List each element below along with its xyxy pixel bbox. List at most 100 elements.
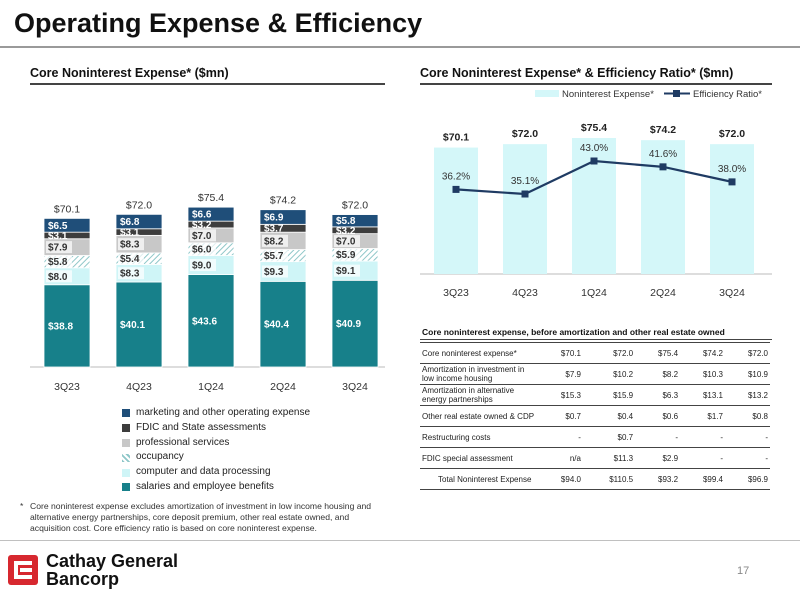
table-row: Core noninterest expense* $70.1 $72.0 $75.4… bbox=[420, 342, 770, 364]
data-label: $5.4 bbox=[120, 254, 140, 265]
expense-bar bbox=[434, 147, 478, 274]
legend-swatch bbox=[122, 438, 130, 447]
table-cell: $10.2 bbox=[582, 363, 636, 385]
left-chart-legend: marketing and other operating expense FDI… bbox=[122, 406, 310, 495]
x-tick-label: 3Q24 bbox=[719, 287, 745, 299]
data-label: $6.5 bbox=[48, 221, 68, 232]
x-tick-label: 3Q23 bbox=[54, 381, 80, 393]
legend-label: occupancy bbox=[136, 451, 184, 463]
table-cell: $99.4 bbox=[680, 468, 725, 490]
bar-segment bbox=[259, 280, 307, 368]
x-tick-label: 4Q23 bbox=[512, 287, 538, 299]
expense-reconciliation-table: Core noninterest expense* $70.1 $72.0 $75.4… bbox=[420, 342, 770, 490]
efficiency-point bbox=[728, 178, 736, 186]
bar-value-label: $72.0 bbox=[719, 128, 745, 140]
right-chart-title-rule bbox=[420, 83, 772, 85]
data-label: $8.0 bbox=[48, 272, 68, 283]
left-chart-title: Core Noninterest Expense* ($mn) bbox=[30, 66, 229, 80]
logo-line-2: Bancorp bbox=[46, 569, 120, 589]
company-logo: Cathay General Bancorp bbox=[8, 552, 178, 588]
legend-label-bars: Noninterest Expense* bbox=[562, 89, 654, 100]
table-cell: $0.6 bbox=[635, 405, 681, 427]
legend-entry: FDIC and State assessments bbox=[122, 421, 310, 436]
data-label: $5.8 bbox=[48, 257, 68, 268]
legend-label-line: Efficiency Ratio* bbox=[693, 89, 762, 100]
legend-label: professional services bbox=[136, 436, 230, 448]
title-divider bbox=[0, 46, 800, 48]
page-number: 17 bbox=[737, 565, 750, 577]
cathay-logo-icon bbox=[8, 555, 38, 585]
legend-entry: occupancy bbox=[122, 450, 310, 465]
efficiency-label: 43.0% bbox=[580, 143, 608, 154]
data-label: $5.9 bbox=[336, 250, 356, 261]
bar-segment bbox=[331, 214, 379, 228]
legend-swatch bbox=[122, 409, 130, 418]
legend-entry: marketing and other operating expense bbox=[122, 406, 310, 421]
efficiency-point bbox=[590, 157, 598, 165]
table-row-label: Amortization in alternative energy partn… bbox=[420, 384, 538, 406]
efficiency-label: 38.0% bbox=[718, 164, 746, 175]
legend-entry: computer and data processing bbox=[122, 465, 310, 480]
x-tick-label: 1Q24 bbox=[581, 287, 607, 299]
table-cell: $15.9 bbox=[582, 384, 636, 406]
x-tick-label: 1Q24 bbox=[198, 381, 224, 393]
table-cell: $11.3 bbox=[582, 447, 636, 469]
table-cell: - bbox=[725, 426, 770, 448]
table-title-rule bbox=[420, 339, 772, 340]
efficiency-label: 35.1% bbox=[511, 176, 539, 187]
legend-swatch bbox=[122, 453, 130, 462]
data-label: $3.2 bbox=[336, 226, 356, 237]
x-tick-label: 4Q23 bbox=[126, 381, 152, 393]
data-label: $3.1 bbox=[120, 228, 140, 239]
data-label: $9.0 bbox=[192, 261, 212, 272]
slide-title: Operating Expense & Efficiency bbox=[14, 8, 423, 38]
total-label: $70.1 bbox=[54, 203, 80, 215]
table-cell: $72.0 bbox=[582, 342, 636, 364]
logo-line-1: Cathay General bbox=[46, 551, 179, 571]
data-label-bg bbox=[118, 267, 144, 280]
data-label: $7.9 bbox=[48, 243, 68, 254]
data-label: $40.1 bbox=[120, 320, 145, 331]
table-row-label: Amortization in investment in low income… bbox=[420, 363, 538, 385]
data-label: $3.1 bbox=[48, 231, 68, 242]
legend-swatch bbox=[122, 468, 130, 477]
footnote-text: Core noninterest expense excludes amorti… bbox=[30, 501, 372, 533]
bar-segment bbox=[115, 213, 163, 230]
data-label-bg bbox=[262, 234, 288, 247]
efficiency-point bbox=[452, 185, 460, 193]
efficiency-point bbox=[659, 163, 667, 171]
data-label: $3.7 bbox=[264, 224, 284, 235]
table-cell: $75.4 bbox=[635, 342, 681, 364]
data-label: $40.4 bbox=[264, 320, 289, 331]
legend-label: FDIC and State assessments bbox=[136, 421, 267, 433]
data-label-bg bbox=[190, 259, 216, 272]
bar-value-label: $70.1 bbox=[443, 132, 469, 144]
table-cell: - bbox=[538, 426, 583, 448]
table-row: Restructuring costs - $0.7- - - bbox=[420, 426, 770, 448]
table-cell: - bbox=[725, 447, 770, 469]
table-row-label: FDIC special assessment bbox=[420, 447, 538, 469]
table-cell: $10.9 bbox=[725, 363, 770, 385]
data-label-bg bbox=[118, 238, 144, 251]
table-row: Other real estate owned & CDP $0.7 $0.4 $0.… bbox=[420, 405, 770, 427]
data-label: $38.8 bbox=[48, 321, 73, 332]
table-cell: $70.1 bbox=[538, 342, 583, 364]
total-label: $74.2 bbox=[270, 195, 296, 207]
table-cell: $0.7 bbox=[538, 405, 583, 427]
table-row-label: Core noninterest expense* bbox=[420, 342, 538, 364]
x-tick-label: 3Q24 bbox=[342, 381, 368, 393]
data-label: $40.9 bbox=[336, 319, 361, 330]
legend-entry: professional services bbox=[122, 436, 310, 451]
data-label-bg bbox=[334, 264, 360, 277]
table-cell: - bbox=[680, 426, 725, 448]
data-label: $6.9 bbox=[264, 213, 284, 224]
data-label: $9.3 bbox=[264, 267, 284, 278]
legend-swatch-bars bbox=[535, 90, 559, 97]
table-row: Amortization in investment in low income… bbox=[420, 363, 770, 385]
data-label: $5.7 bbox=[264, 251, 284, 262]
table-title: Core noninterest expense, before amortiz… bbox=[422, 327, 725, 337]
table-cell: $0.4 bbox=[582, 405, 636, 427]
table-row: Amortization in alternative energy partn… bbox=[420, 384, 770, 406]
table-cell: $96.9 bbox=[725, 468, 770, 490]
